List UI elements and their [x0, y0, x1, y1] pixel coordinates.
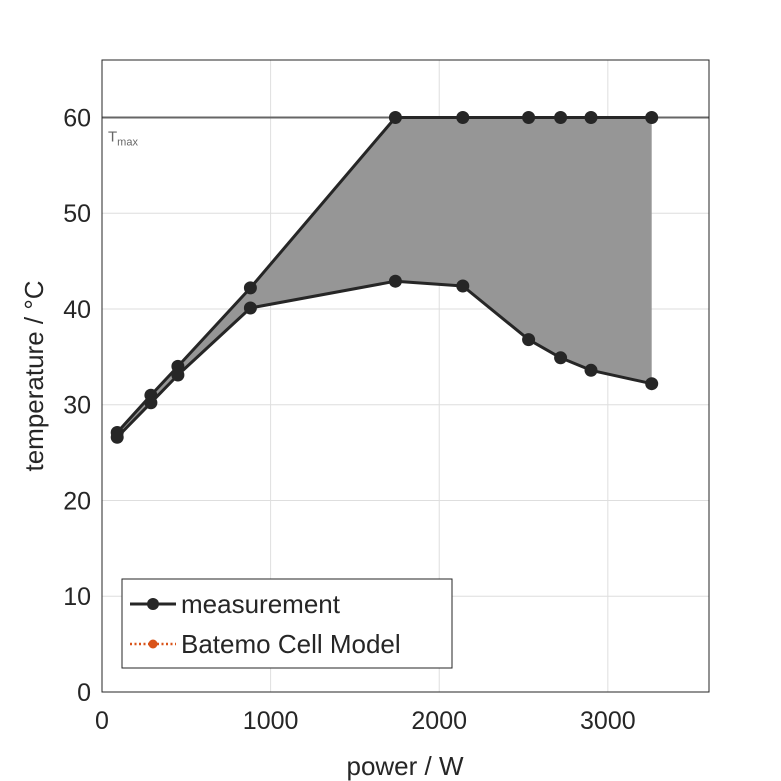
- series-line-upper: [116, 116, 652, 434]
- y-tick-label-60: 60: [63, 104, 91, 132]
- x-tick-label-2000: 2000: [411, 707, 467, 735]
- data-point-upper-4: [388, 111, 402, 124]
- tmax-label-main: T: [108, 128, 117, 145]
- data-point-upper-9: [645, 111, 659, 124]
- legend-label-measurement: measurement: [181, 589, 341, 619]
- data-point-upper-7: [554, 111, 568, 124]
- y-tick-label-50: 50: [63, 200, 91, 228]
- x-tick-label-0: 0: [95, 707, 109, 735]
- legend-marker-batemo: [148, 639, 158, 649]
- data-point-lower-5: [456, 279, 470, 293]
- y-tick-label-0: 0: [77, 679, 91, 707]
- data-point-upper-5: [456, 111, 470, 124]
- legend-label-batemo: Batemo Cell Model: [181, 629, 401, 659]
- series-layer: [110, 111, 659, 444]
- data-point-lower-2: [171, 368, 185, 382]
- x-axis-title: power / W: [346, 751, 463, 781]
- x-tick-label-1000: 1000: [243, 707, 299, 735]
- y-axis-title: temperature / °C: [19, 280, 49, 471]
- y-tick-label-40: 40: [63, 296, 91, 324]
- y-tick-label-20: 20: [63, 487, 91, 515]
- data-point-lower-9: [645, 377, 659, 391]
- data-point-lower-8: [584, 363, 598, 377]
- data-point-lower-7: [554, 351, 568, 365]
- tmax-label: Tmax: [108, 128, 138, 148]
- data-point-lower-3: [243, 301, 257, 315]
- series-line-lower: [116, 279, 653, 439]
- data-point-lower-1: [144, 396, 158, 410]
- legend-box: [121, 578, 453, 669]
- data-point-lower-6: [522, 333, 536, 347]
- data-point-upper-8: [584, 111, 598, 124]
- y-tick-labels: 0 10 20 30 40 50 60: [63, 104, 91, 707]
- data-point-lower-0: [110, 430, 124, 444]
- legend: measurement Batemo Cell Model: [121, 578, 453, 669]
- tmax-label-sub: max: [117, 136, 138, 148]
- x-tick-label-3000: 3000: [580, 707, 636, 735]
- data-point-upper-3: [243, 281, 257, 295]
- plot-frame: [101, 59, 710, 693]
- x-tick-labels: 0 1000 2000 3000: [95, 707, 636, 735]
- y-tick-label-10: 10: [63, 583, 91, 611]
- data-point-upper-6: [522, 111, 536, 124]
- fill-area: [117, 117, 652, 438]
- legend-marker-measurement: [147, 598, 159, 610]
- y-tick-label-30: 30: [63, 392, 91, 420]
- data-point-lower-4: [388, 274, 402, 288]
